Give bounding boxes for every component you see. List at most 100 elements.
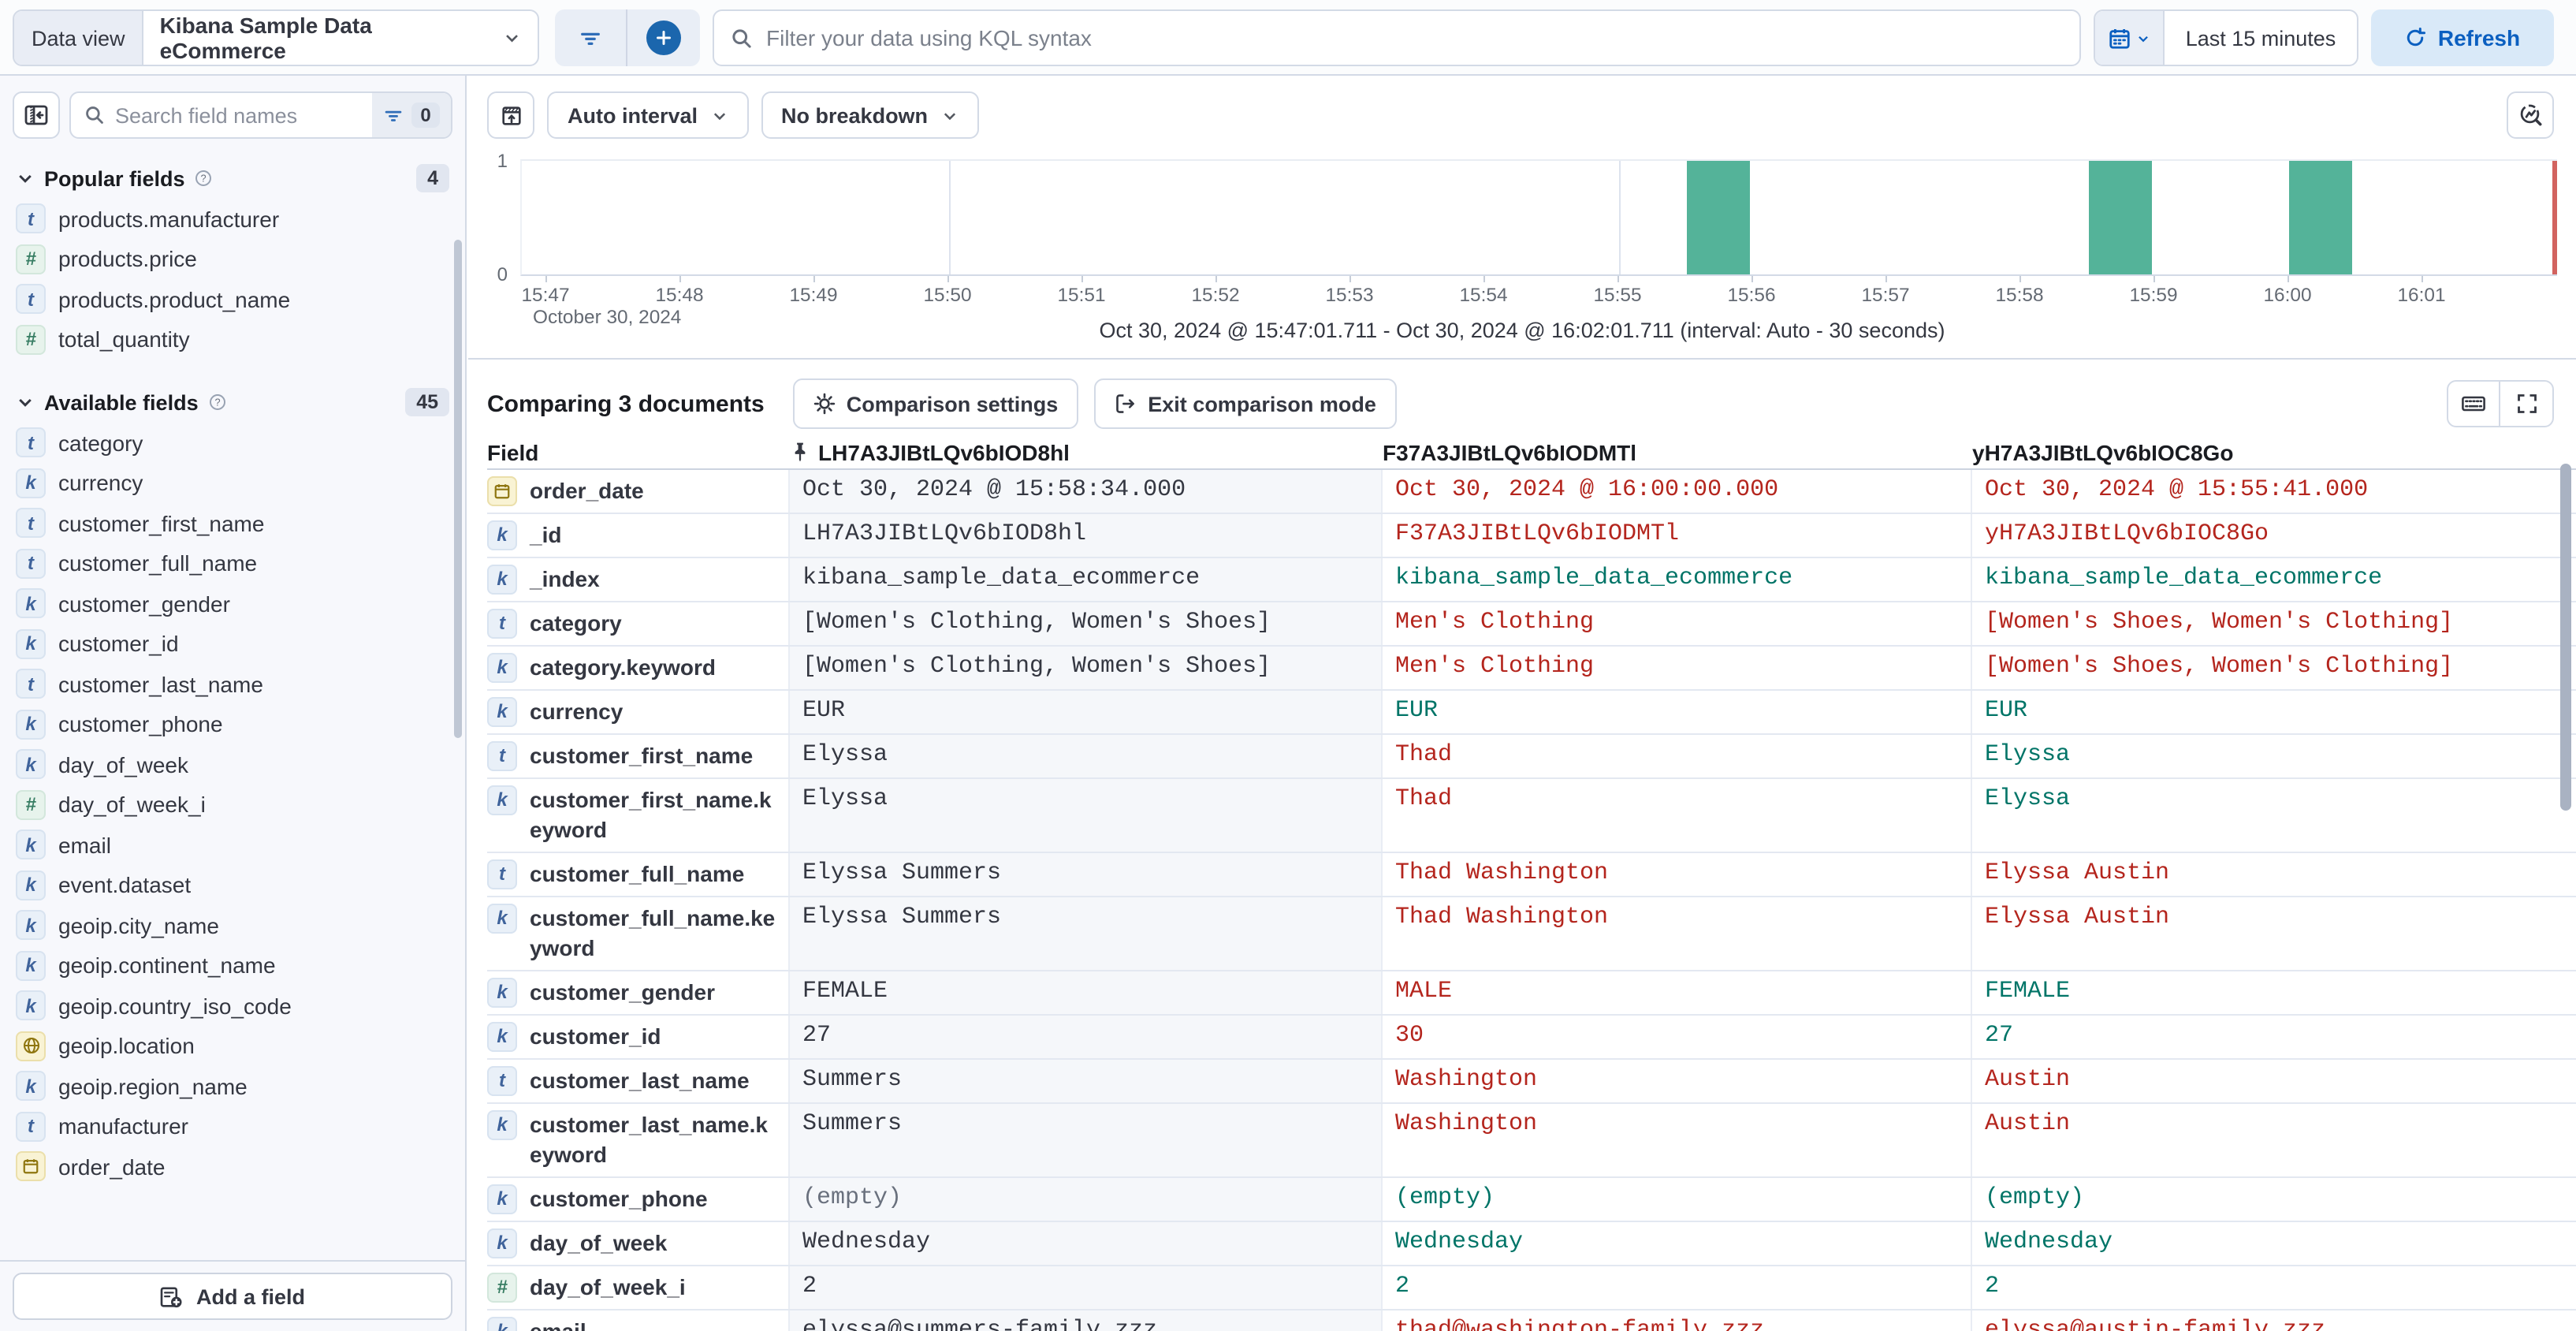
histogram-plot — [520, 159, 2557, 276]
field-type-badge — [487, 476, 517, 506]
base-doc-value: Summers — [790, 1104, 1383, 1176]
field-type-badge: k — [487, 520, 517, 550]
field-type-badge: t — [16, 548, 46, 579]
kql-search-input[interactable] — [766, 25, 2064, 50]
fullscreen-icon — [2517, 394, 2536, 413]
comparison-title: Comparing 3 documents — [487, 390, 765, 417]
field-list-item[interactable]: t customer_first_name — [0, 503, 465, 543]
field-list-item[interactable]: k day_of_week — [0, 744, 465, 785]
field-list-item[interactable]: k geoip.country_iso_code — [0, 986, 465, 1026]
histogram-bar[interactable] — [2289, 161, 2352, 274]
table-scrollbar[interactable] — [2560, 464, 2571, 811]
y-axis-tick-1: 1 — [497, 150, 508, 172]
comparison-doc-value: elyssa@austin-family.zzz — [1985, 1317, 2326, 1331]
comparison-doc-value: kibana_sample_data_ecommerce — [1383, 558, 1972, 601]
collapse-sidebar-button[interactable] — [13, 91, 60, 139]
gridline — [1619, 161, 1621, 274]
keyboard-shortcuts-button[interactable] — [2448, 382, 2500, 426]
field-type-badge: k — [487, 1110, 517, 1140]
field-type-badge: k — [16, 709, 46, 740]
field-type-badge: k — [487, 978, 517, 1008]
field-type-badge: t — [16, 284, 46, 315]
field-list-item[interactable]: # total_quantity — [0, 319, 465, 360]
interval-dropdown[interactable]: Auto interval — [547, 91, 749, 139]
field-list-item[interactable]: k geoip.city_name — [0, 905, 465, 945]
field-list-item[interactable]: k geoip.continent_name — [0, 945, 465, 986]
field-name: geoip.location — [58, 1033, 195, 1059]
histogram-bar[interactable] — [1686, 161, 1749, 274]
kql-search-bar[interactable] — [713, 9, 2081, 66]
field-list-item[interactable]: k currency — [0, 463, 465, 503]
exit-comparison-label: Exit comparison mode — [1148, 392, 1376, 416]
field-filter-button[interactable]: 0 — [372, 93, 451, 137]
comparison-table-row: order_date Oct 30, 2024 @ 15:58:34.000 O… — [487, 470, 2576, 514]
comparison-doc-value: Men's Clothing — [1383, 647, 1972, 689]
filter-menu-button[interactable] — [555, 9, 627, 66]
field-name: customer_id — [530, 1023, 661, 1049]
field-list-item[interactable]: t customer_last_name — [0, 664, 465, 704]
help-icon: ? — [208, 393, 227, 412]
popular-fields-header[interactable]: Popular fields ? 4 — [0, 148, 465, 199]
field-type-badge: k — [487, 697, 517, 727]
field-list-item[interactable]: geoip.location — [0, 1026, 465, 1066]
field-name: customer_gender — [58, 591, 230, 617]
date-picker-button[interactable] — [2095, 11, 2165, 65]
field-name: customer_gender — [530, 979, 715, 1005]
data-view-value: Kibana Sample Data eCommerce — [159, 13, 372, 63]
comparison-doc-value: Thad — [1383, 779, 1972, 852]
base-doc-value: 27 — [790, 1016, 1383, 1058]
base-doc-value: Wednesday — [790, 1222, 1383, 1265]
histogram-bar[interactable] — [2088, 161, 2151, 274]
field-name: geoip.country_iso_code — [58, 993, 292, 1019]
comparison-settings-button[interactable]: Comparison settings — [792, 378, 1079, 429]
available-fields-header[interactable]: Available fields ? 45 — [0, 372, 465, 423]
breakdown-dropdown[interactable]: No breakdown — [761, 91, 979, 139]
comparison-doc-value: Wednesday — [1383, 1222, 1972, 1265]
field-cell: k customer_full_name.keyword — [487, 897, 790, 970]
refresh-label: Refresh — [2437, 25, 2521, 50]
field-list-item[interactable]: # products.price — [0, 239, 465, 279]
field-list-item[interactable]: k email — [0, 825, 465, 865]
field-type-badge: t — [16, 203, 46, 234]
add-filter-button[interactable] — [627, 9, 700, 66]
field-list-item[interactable]: t customer_full_name — [0, 543, 465, 583]
field-search-input[interactable] — [106, 103, 372, 127]
field-list-item[interactable]: k customer_phone — [0, 704, 465, 744]
field-list-item[interactable]: t products.product_name — [0, 279, 465, 319]
field-list-item[interactable]: # day_of_week_i — [0, 785, 465, 825]
field-list-item[interactable]: t products.manufacturer — [0, 199, 465, 239]
sidebar-scrollbar[interactable] — [454, 240, 462, 738]
field-type-badge: k — [16, 588, 46, 619]
popular-fields-count: 4 — [416, 164, 449, 192]
comparison-doc-value: Thad Washington — [1383, 853, 1972, 896]
field-list-item[interactable]: t category — [0, 423, 465, 463]
field-search-box: 0 — [69, 91, 452, 139]
field-list-item[interactable]: order_date — [0, 1146, 465, 1187]
edit-visualization-button[interactable] — [2507, 91, 2554, 139]
field-name: customer_id — [58, 631, 179, 657]
gridline — [949, 161, 951, 274]
field-list-item[interactable]: k event.dataset — [0, 865, 465, 905]
comparison-doc-value: Austin — [1985, 1110, 2071, 1137]
field-list-item[interactable]: t manufacturer — [0, 1106, 465, 1146]
x-axis-context-label: October 30, 2024 — [533, 306, 682, 328]
filter-controls — [555, 9, 700, 66]
field-list-item[interactable]: k geoip.region_name — [0, 1066, 465, 1106]
field-list-item[interactable]: k customer_id — [0, 624, 465, 664]
x-axis: 15:47 15:48 15:49 15:50 15:51 15:52 15 — [520, 276, 2557, 328]
time-range-value[interactable]: Last 15 minutes — [2185, 26, 2336, 50]
hide-chart-button[interactable] — [487, 91, 534, 139]
add-field-button[interactable]: Add a field — [13, 1273, 452, 1320]
breakdown-label: No breakdown — [781, 103, 929, 127]
field-name: order_date — [530, 478, 644, 503]
refresh-button[interactable]: Refresh — [2371, 9, 2554, 66]
comparison-doc-value: Austin — [1985, 1066, 2071, 1093]
comparison-doc-value: FEMALE — [1985, 978, 2071, 1005]
comparison-doc-value: 30 — [1383, 1016, 1972, 1058]
data-view-picker[interactable]: Data view Kibana Sample Data eCommerce — [13, 9, 539, 66]
comparison-table-row: t customer_last_name Summers Washington … — [487, 1060, 2576, 1104]
exit-comparison-button[interactable]: Exit comparison mode — [1094, 378, 1397, 429]
svg-text:?: ? — [201, 173, 207, 185]
field-list-item[interactable]: k customer_gender — [0, 583, 465, 624]
fullscreen-button[interactable] — [2500, 382, 2552, 426]
